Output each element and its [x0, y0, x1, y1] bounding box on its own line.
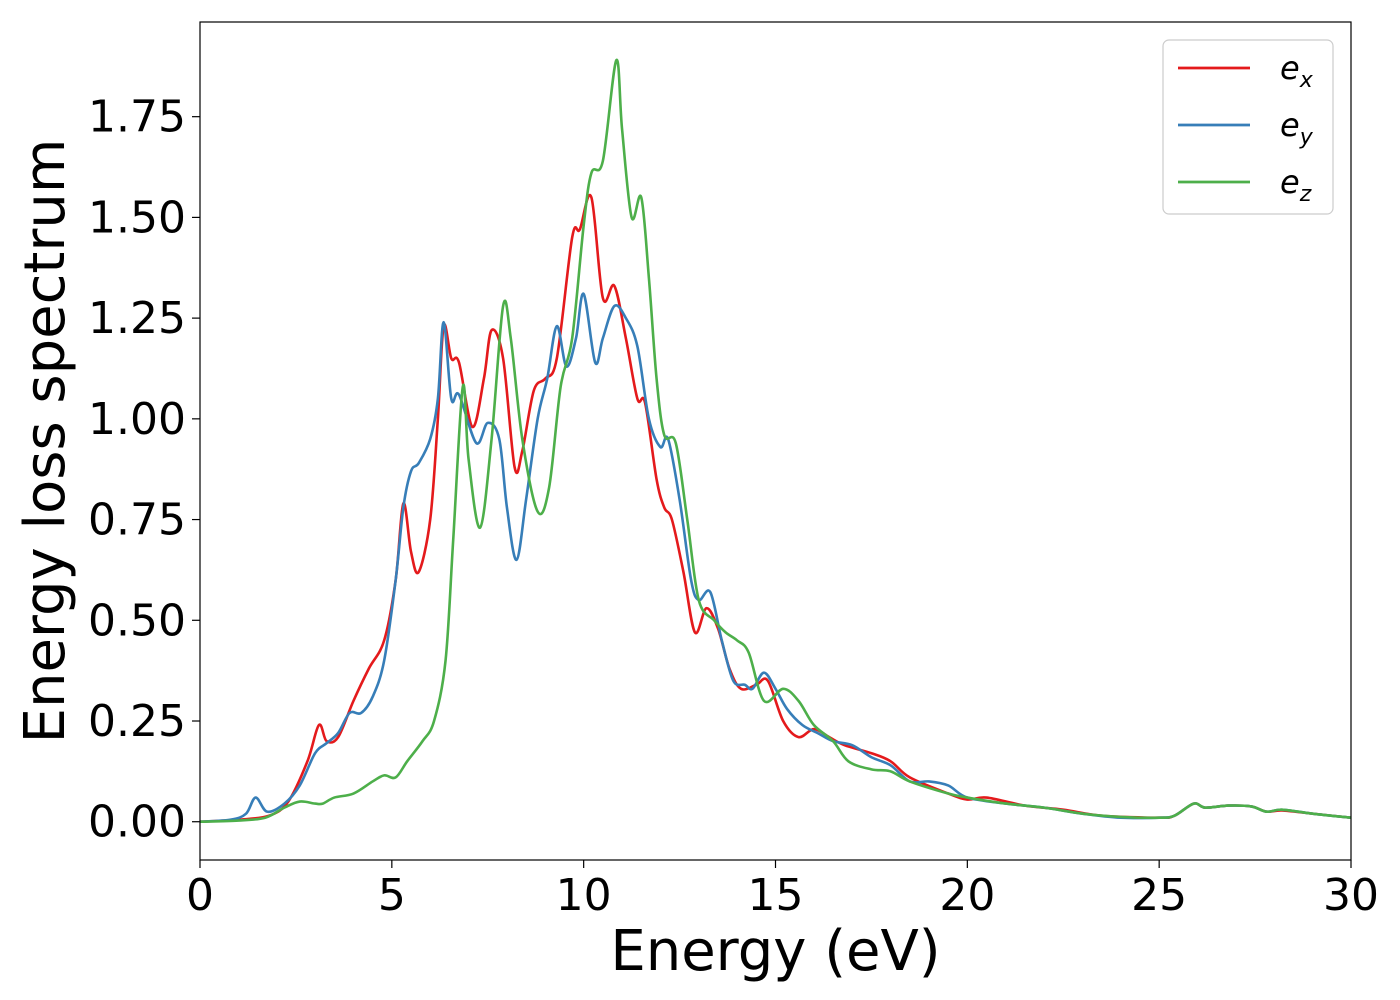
legend-label-main: e	[1280, 106, 1300, 144]
x-tick-label: 0	[186, 870, 214, 921]
y-tick-label: 1.00	[88, 394, 186, 445]
legend-label-main: e	[1280, 163, 1300, 201]
x-axis: 0 5 10 15 20 25 30	[186, 860, 1379, 921]
legend-label-z: ez	[1280, 163, 1312, 207]
y-tick-label: 1.75	[88, 92, 186, 143]
legend-label-subscript: y	[1299, 125, 1314, 150]
plot-background	[200, 22, 1351, 860]
x-tick-label: 25	[1131, 870, 1187, 921]
x-tick-label: 20	[939, 870, 995, 921]
series-layer	[200, 58, 1351, 824]
x-tick-label: 5	[378, 870, 406, 921]
x-tick-label: 10	[556, 870, 612, 921]
x-axis-label: Energy (eV)	[610, 919, 940, 984]
legend-label-subscript: z	[1299, 182, 1312, 207]
legend-label-subscript: x	[1299, 68, 1314, 93]
legend-label-y: ey	[1280, 106, 1314, 150]
y-axis: 0.00 0.25 0.50 0.75 1.00 1.25 1.50 1.75	[88, 92, 200, 848]
y-tick-label: 0.50	[88, 595, 186, 646]
y-tick-label: 0.25	[88, 696, 186, 747]
y-tick-label: 1.50	[88, 192, 186, 243]
series-line-z	[200, 58, 1351, 824]
y-tick-label: 0.00	[88, 797, 186, 848]
y-tick-label: 0.75	[88, 495, 186, 546]
y-tick-label: 1.25	[88, 293, 186, 344]
x-tick-label: 15	[748, 870, 804, 921]
legend-label-x: ex	[1280, 49, 1314, 93]
legend-label-main: e	[1280, 49, 1300, 87]
legend-box	[1162, 39, 1334, 215]
x-tick-label: 30	[1323, 870, 1379, 921]
y-axis-label: Energy loss spectrum	[13, 139, 78, 744]
